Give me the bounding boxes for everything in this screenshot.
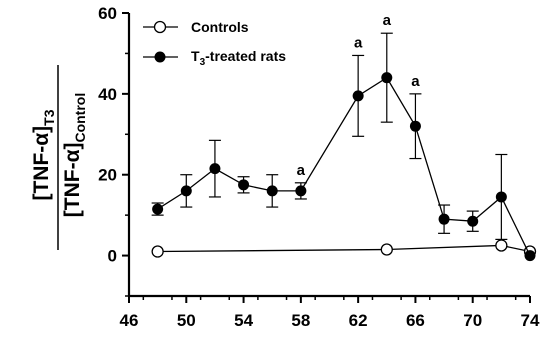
legend-treated-label-sub: 3 [200, 57, 206, 68]
series-1-annotation-5: a [297, 162, 306, 179]
series-1-annotation-8: a [411, 73, 420, 90]
legend-treated-label-rest: -treated rats [205, 48, 286, 64]
series-1-point-7 [381, 72, 393, 84]
y-tick-label-20: 20 [98, 166, 117, 185]
series-0-point-1 [380, 243, 393, 256]
legend-treated-label: T3-treated rats [191, 48, 286, 68]
y-tick-label-0: 0 [108, 247, 117, 266]
x-tick-label-62: 62 [349, 311, 368, 330]
series-1-point-4 [266, 185, 278, 197]
series-1-annotation-7: a [383, 12, 392, 29]
legend-treated-marker [154, 51, 166, 63]
series-1-point-0 [152, 203, 164, 215]
y-tick-label-60: 60 [98, 4, 117, 23]
series-1-point-1 [180, 185, 192, 197]
axes [127, 13, 530, 298]
y-label-numerator-sub: T3 [41, 109, 57, 126]
y-tick-label-40: 40 [98, 85, 117, 104]
legend-controls-label: Controls [191, 19, 249, 35]
series-1-annotation-6: a [354, 34, 363, 51]
x-tick-label-50: 50 [177, 311, 196, 330]
series-1-point-5 [295, 185, 307, 197]
y-label-denominator-text: [TNF-α] [61, 143, 84, 218]
series-1-point-6 [352, 90, 364, 102]
series-1-point-8 [409, 120, 421, 132]
series-0-line [157, 244, 531, 253]
series-layer: a a a a [151, 12, 537, 262]
series-1-point-9 [438, 213, 450, 225]
y-label-denominator: [TNF-α]Control [61, 93, 88, 217]
legend-treated-label-t: T [191, 48, 200, 64]
y-label-numerator: [TNF-α]T3 [30, 109, 57, 200]
series-0-point-2 [495, 239, 508, 252]
series-1-point-2 [209, 163, 221, 175]
y-label-numerator-text: [TNF-α] [30, 126, 53, 201]
x-tick-label-74: 74 [521, 311, 540, 330]
legend-controls-marker [153, 20, 167, 34]
series-0-point-0 [151, 245, 164, 258]
y-label-denominator-sub: Control [72, 93, 88, 143]
x-tick-label-54: 54 [234, 311, 253, 330]
x-tick-label-66: 66 [406, 311, 425, 330]
x-tick-label-58: 58 [291, 311, 310, 330]
series-1-point-3 [238, 179, 250, 191]
legend: Controls T3-treated rats [143, 19, 286, 68]
x-tick-label-70: 70 [463, 311, 482, 330]
x-tick-label-46: 46 [120, 311, 139, 330]
series-1-point-11 [495, 191, 507, 203]
series-1-point-10 [467, 215, 479, 227]
series-1-point-12 [524, 250, 536, 262]
y-axis-label: [TNF-α]T3 [TNF-α]Control [30, 65, 88, 250]
tick-marks: 46 50 54 58 62 66 70 74 0 20 40 60 [98, 4, 540, 330]
